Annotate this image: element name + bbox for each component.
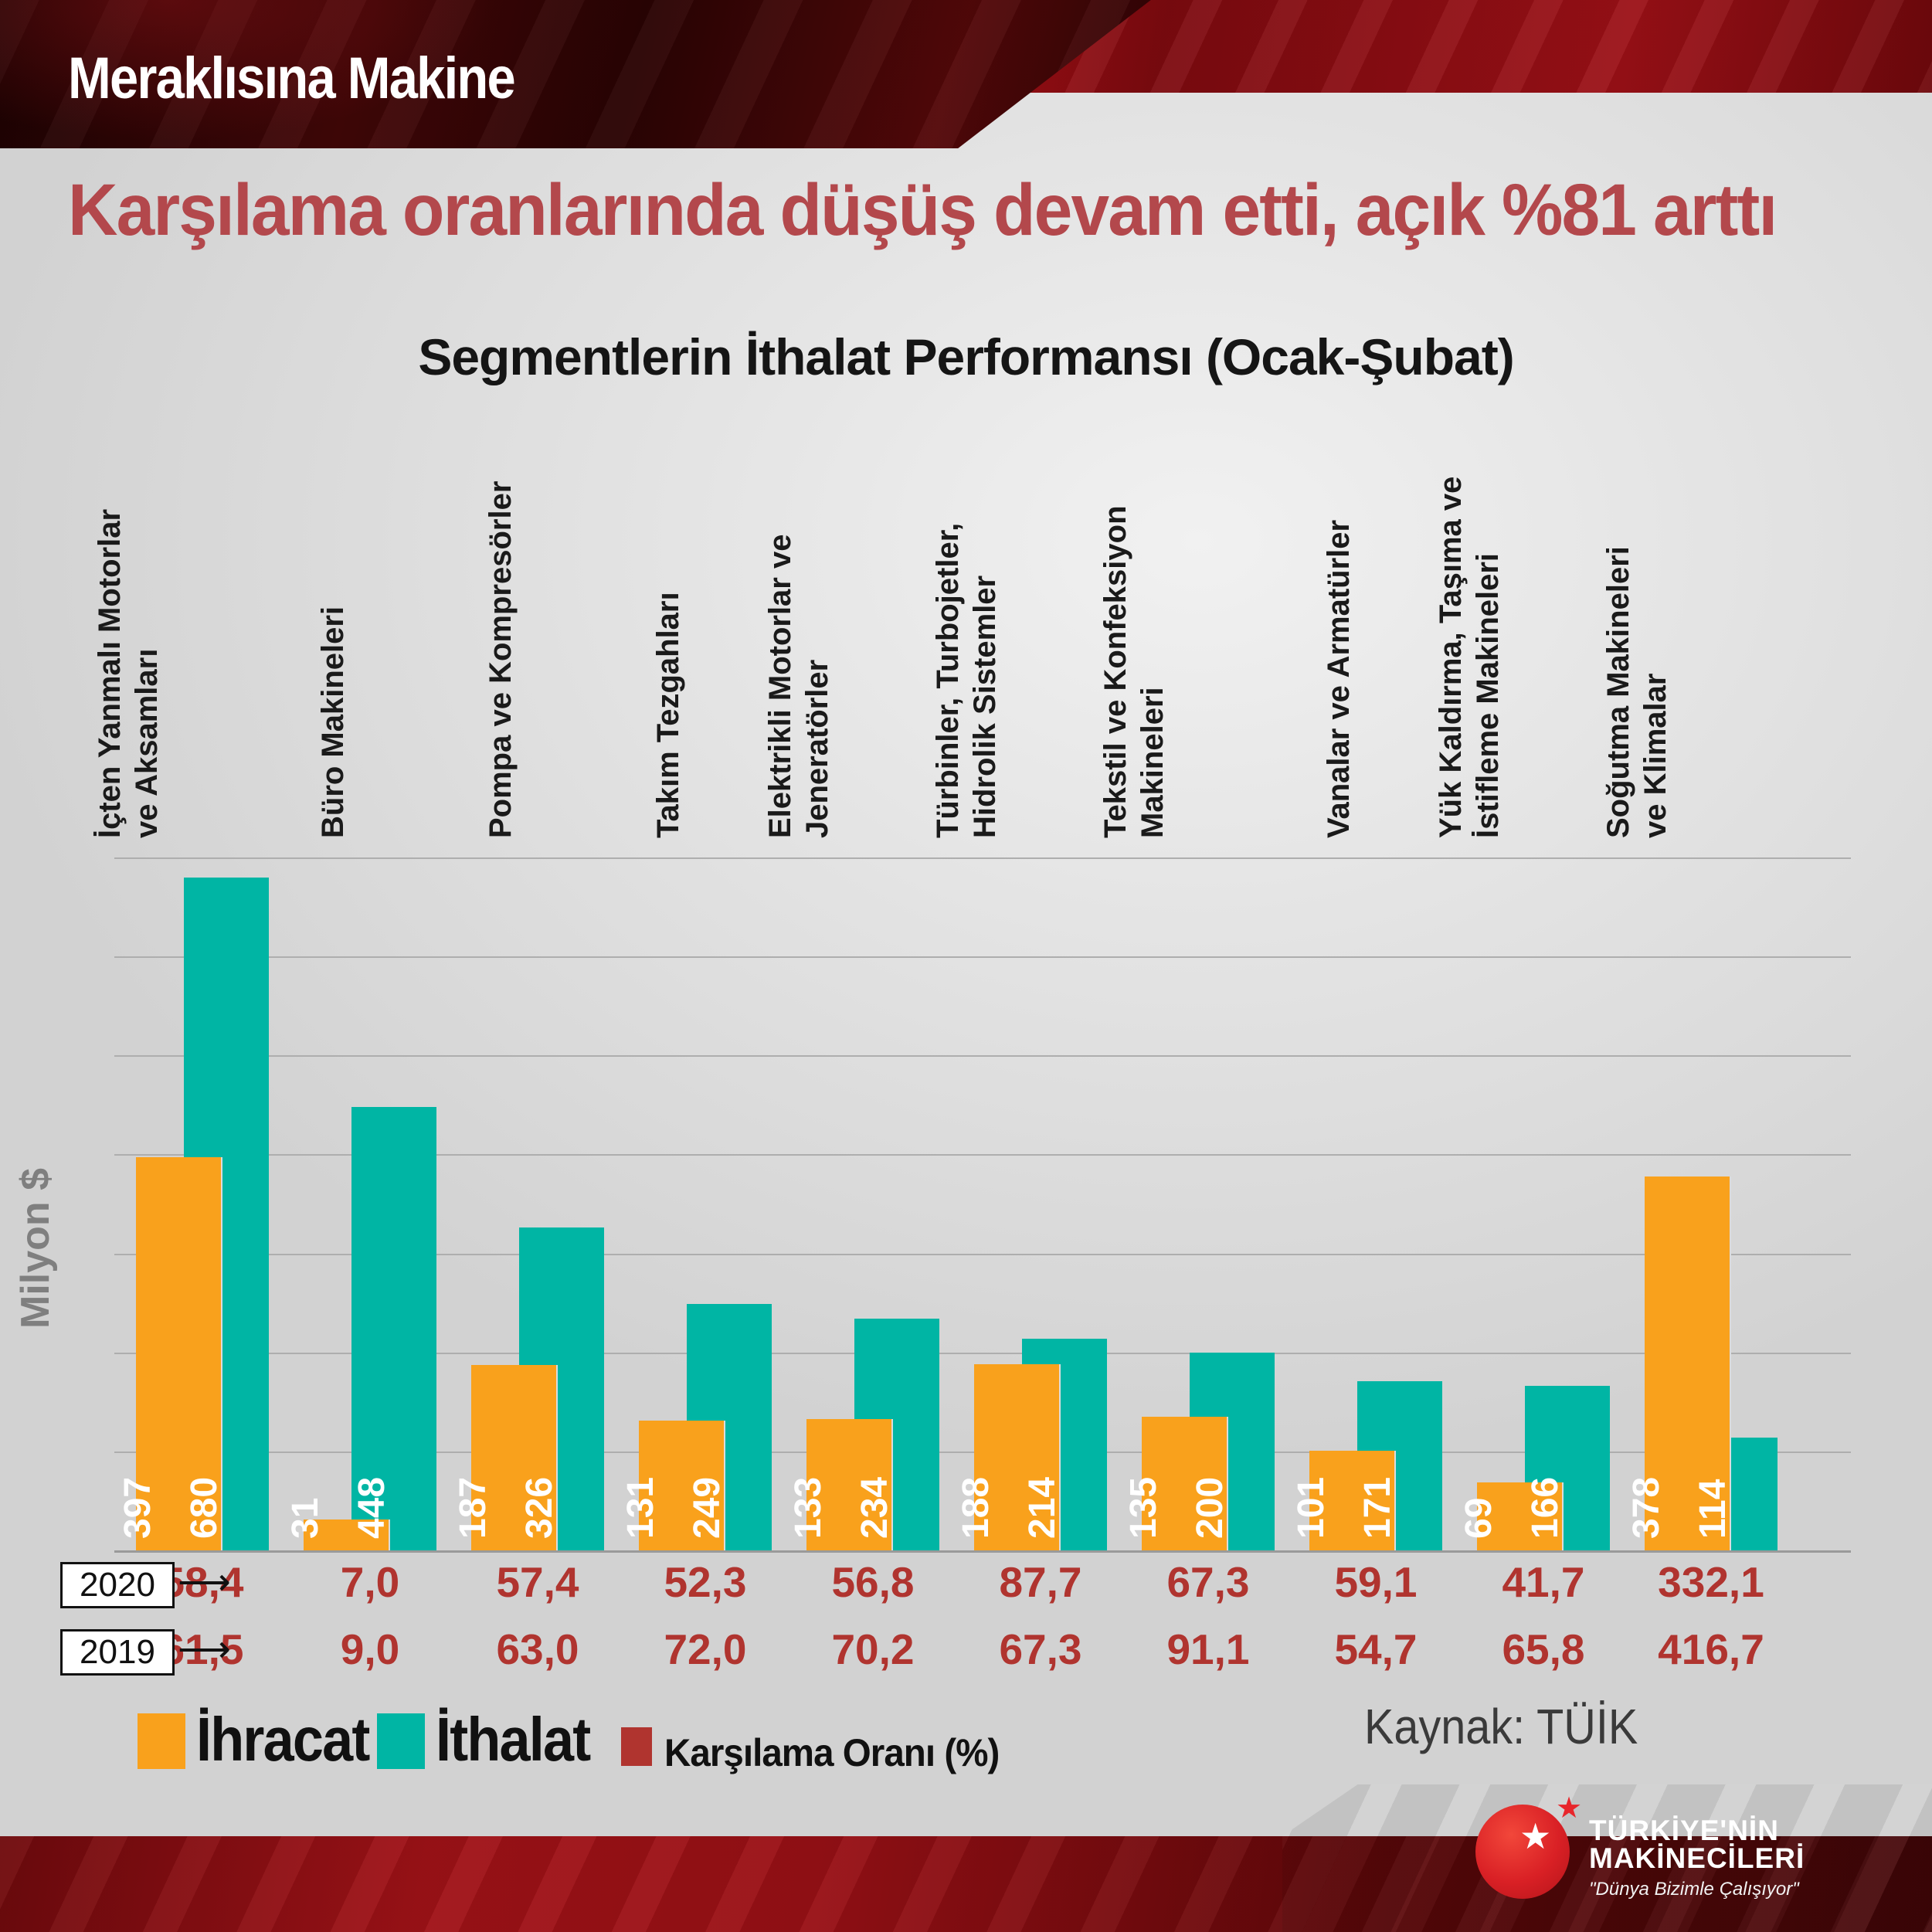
gridline [114, 1154, 1851, 1156]
top-dark-band [0, 0, 1151, 148]
ratio-value: 91,1 [1166, 1625, 1250, 1673]
logo-red-star-icon: ★ [1556, 1792, 1583, 1825]
bar-value-label: 171 [1357, 1476, 1398, 1539]
bottom-band-raised-section [1282, 1784, 1932, 1932]
gridline [114, 956, 1851, 958]
ihracat-bar [1477, 1482, 1564, 1550]
bar-value-label: 326 [519, 1476, 560, 1539]
bar-value-label: 135 [1123, 1476, 1164, 1539]
logo-name-line2: MAKİNECİLERİ [1589, 1842, 1805, 1874]
bar-value-label: 448 [351, 1476, 392, 1539]
category-label: Takım Tezgahları [651, 592, 685, 838]
logo-tagline: "Dünya Bizimle Çalışıyor" [1589, 1879, 1799, 1900]
bar-value-label: 166 [1525, 1476, 1566, 1539]
ratio-value: 59,1 [1334, 1558, 1418, 1606]
legend: İhracat İthalat Karşılama Oranı (%) [138, 1707, 1017, 1775]
bar-value-label: 187 [453, 1476, 494, 1539]
logo-white-star-icon: ★ [1519, 1816, 1552, 1856]
gridline [114, 1254, 1851, 1255]
year-box-2019: 2019 [60, 1629, 175, 1676]
logo-name-line1: TÜRKİYE'NİN [1589, 1815, 1779, 1846]
bar-value-label: 188 [956, 1476, 997, 1539]
category-label: Elektrikli Motorlar ve Jeneratörler [763, 534, 834, 838]
category-label: İçten Yanmalı Motorlar ve Aksamları [93, 508, 164, 838]
ratio-value: 63,0 [496, 1625, 579, 1673]
legend-label-karsilama-orani: Karşılama Oranı (%) [664, 1731, 1000, 1774]
bar-value-label: 31 [285, 1497, 326, 1539]
brand-title: Meraklısına Makine [68, 46, 516, 111]
bar-value-label: 680 [184, 1476, 225, 1539]
ihracat-bar [471, 1365, 558, 1550]
ratio-value: 58,4 [161, 1558, 244, 1606]
gridline [114, 857, 1851, 859]
ratio-value: 41,7 [1502, 1558, 1585, 1606]
ihracat-bar [974, 1364, 1061, 1550]
arrow-right-icon: ⟶ [178, 1562, 231, 1603]
ratio-value: 70,2 [831, 1625, 915, 1673]
chart-title: Segmentlerin İthalat Performansı (Ocak-Ş… [418, 328, 1514, 385]
y-axis-label: Milyon $ [13, 1167, 58, 1329]
source-note: Kaynak: TÜİK [1364, 1699, 1638, 1754]
legend-label-ithalat: İthalat [436, 1705, 591, 1774]
bar-value-label: 214 [1022, 1476, 1063, 1539]
bar-value-label: 131 [620, 1476, 661, 1539]
legend-swatch-ihracat [138, 1713, 185, 1769]
ratio-value: 67,3 [1166, 1558, 1250, 1606]
category-label: Pompa ve Kompresörler [484, 480, 518, 838]
legend-swatch-ithalat [377, 1713, 426, 1769]
ratio-value: 332,1 [1658, 1558, 1764, 1606]
headline: Karşılama oranlarında düşüş devam etti, … [68, 169, 1778, 251]
category-label: Tekstil ve Konfeksiyon Makineleri [1098, 505, 1170, 838]
category-label: Büro Makineleri [316, 606, 350, 838]
bar-value-label: 114 [1693, 1479, 1733, 1539]
category-label: Soğutma Makineleri ve Klimalar [1601, 546, 1672, 838]
legend-swatch-karsilama-orani [620, 1727, 652, 1766]
ihracat-bar [1645, 1177, 1731, 1550]
bar-value-label: 378 [1626, 1476, 1667, 1539]
ratio-value: 54,7 [1334, 1625, 1418, 1673]
bar-value-label: 133 [788, 1476, 829, 1539]
bar-value-label: 249 [687, 1476, 728, 1539]
ratio-value: 56,8 [831, 1558, 915, 1606]
gridline [114, 1055, 1851, 1057]
ihracat-bar [136, 1157, 222, 1550]
logo: TÜRKİYE'NİN MAKİNECİLERİ "Dünya Bizimle … [1589, 1815, 1805, 1900]
bar-value-label: 69 [1458, 1497, 1499, 1539]
ratio-value: 65,8 [1502, 1625, 1585, 1673]
gridline [114, 1353, 1851, 1354]
ithalat-bar [351, 1107, 436, 1550]
ihracat-bar [639, 1421, 725, 1550]
ratio-value: 61,5 [161, 1625, 244, 1673]
logo-circle [1475, 1805, 1570, 1899]
ihracat-bar [806, 1419, 893, 1550]
ratio-value: 67,3 [999, 1625, 1082, 1673]
ratio-value: 72,0 [664, 1625, 747, 1673]
ihracat-bar [1309, 1451, 1396, 1550]
x-axis-line [114, 1550, 1851, 1553]
bar-value-label: 397 [117, 1476, 158, 1539]
ratio-value: 7,0 [340, 1558, 400, 1606]
ratio-value: 57,4 [496, 1558, 579, 1606]
category-label: Vanalar ve Armatürler [1322, 519, 1356, 838]
ratio-value: 52,3 [664, 1558, 747, 1606]
bar-value-label: 200 [1190, 1476, 1231, 1539]
bottom-red-band [0, 1836, 1932, 1932]
ihracat-bar [304, 1519, 390, 1550]
ratio-value: 9,0 [340, 1625, 400, 1673]
category-label: Türbinler, Turbojetler, Hidrolik Sistemle… [931, 522, 1002, 838]
ratio-value: 416,7 [1658, 1625, 1764, 1673]
ratio-value: 87,7 [999, 1558, 1082, 1606]
bar-value-label: 101 [1291, 1476, 1332, 1539]
arrow-right-icon: ⟶ [178, 1629, 231, 1670]
ihracat-bar [1142, 1417, 1228, 1550]
legend-label-ihracat: İhracat [196, 1705, 370, 1774]
category-label: Yük Kaldırma, Taşıma ve İstifleme Makinel… [1434, 476, 1505, 838]
bar-value-label: 234 [854, 1476, 895, 1539]
year-box-2020: 2020 [60, 1562, 175, 1608]
